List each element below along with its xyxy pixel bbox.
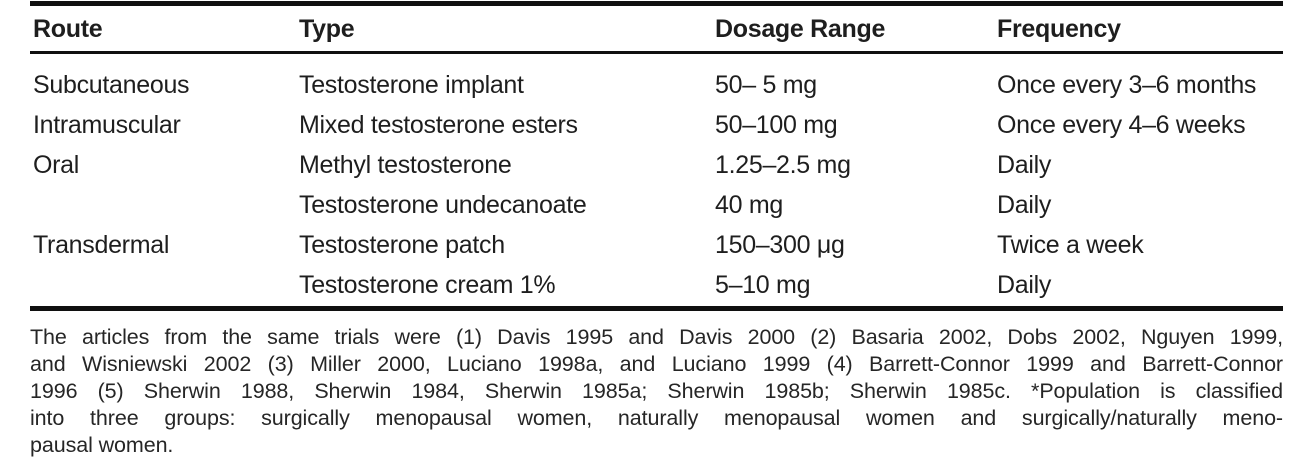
paper-table-figure: Route Type Dosage Range Frequency Subcut… xyxy=(30,1,1283,459)
table-row: Intramuscular Mixed testosterone esters … xyxy=(33,105,1283,145)
table-row: Transdermal Testosterone patch 150–300 μ… xyxy=(33,225,1283,265)
cell-dosage: 5–10 mg xyxy=(715,270,811,299)
footnote-line: The articles from the same trials were (… xyxy=(30,325,1283,349)
table-row: Subcutaneous Testosterone implant 50– 5 … xyxy=(33,65,1283,105)
footnote-line: into three groups: surgically menopausal… xyxy=(30,406,1283,430)
table-row: Oral Methyl testosterone 1.25–2.5 mg Dai… xyxy=(33,145,1283,185)
cell-route: Oral xyxy=(33,150,80,179)
footnote-line: 1996 (5) Sherwin 1988, Sherwin 1984, She… xyxy=(30,379,1283,403)
cell-type: Testosterone cream 1% xyxy=(299,270,556,299)
header-type: Type xyxy=(299,15,355,43)
cell-dosage: 40 mg xyxy=(715,190,783,219)
table-row: Testosterone undecanoate 40 mg Daily xyxy=(33,185,1283,225)
cell-frequency: Daily xyxy=(997,270,1052,299)
cell-route: Transdermal xyxy=(33,230,170,259)
cell-type: Testosterone patch xyxy=(299,230,505,259)
cell-type: Mixed testosterone esters xyxy=(299,110,578,139)
cell-type: Methyl testosterone xyxy=(299,150,512,179)
table-header-row: Route Type Dosage Range Frequency xyxy=(30,6,1283,54)
cell-frequency: Daily xyxy=(997,150,1052,179)
cell-route: Subcutaneous xyxy=(33,70,190,99)
cell-type: Testosterone undecanoate xyxy=(299,190,587,219)
dosage-table: Route Type Dosage Range Frequency Subcut… xyxy=(30,1,1283,311)
header-frequency: Frequency xyxy=(997,15,1121,43)
cell-frequency: Once every 4–6 weeks xyxy=(997,110,1246,139)
cell-frequency: Once every 3–6 months xyxy=(997,70,1257,99)
cell-frequency: Daily xyxy=(997,190,1052,219)
cell-route: Intramuscular xyxy=(33,110,181,139)
table-body: Subcutaneous Testosterone implant 50– 5 … xyxy=(30,54,1283,306)
header-dosage: Dosage Range xyxy=(715,15,886,43)
table-footnote: The articles from the same trials were (… xyxy=(30,324,1283,459)
cell-dosage: 150–300 μg xyxy=(715,230,845,259)
cell-frequency: Twice a week xyxy=(997,230,1144,259)
footnote-line: and Wisniewski 2002 (3) Miller 2000, Luc… xyxy=(30,352,1283,376)
header-route: Route xyxy=(33,15,103,43)
cell-dosage: 50– 5 mg xyxy=(715,70,817,99)
cell-dosage: 1.25–2.5 mg xyxy=(715,150,851,179)
cell-dosage: 50–100 mg xyxy=(715,110,838,139)
footnote-line: pausal women. xyxy=(30,433,174,457)
cell-type: Testosterone implant xyxy=(299,70,524,99)
table-row: Testosterone cream 1% 5–10 mg Daily xyxy=(33,265,1283,305)
